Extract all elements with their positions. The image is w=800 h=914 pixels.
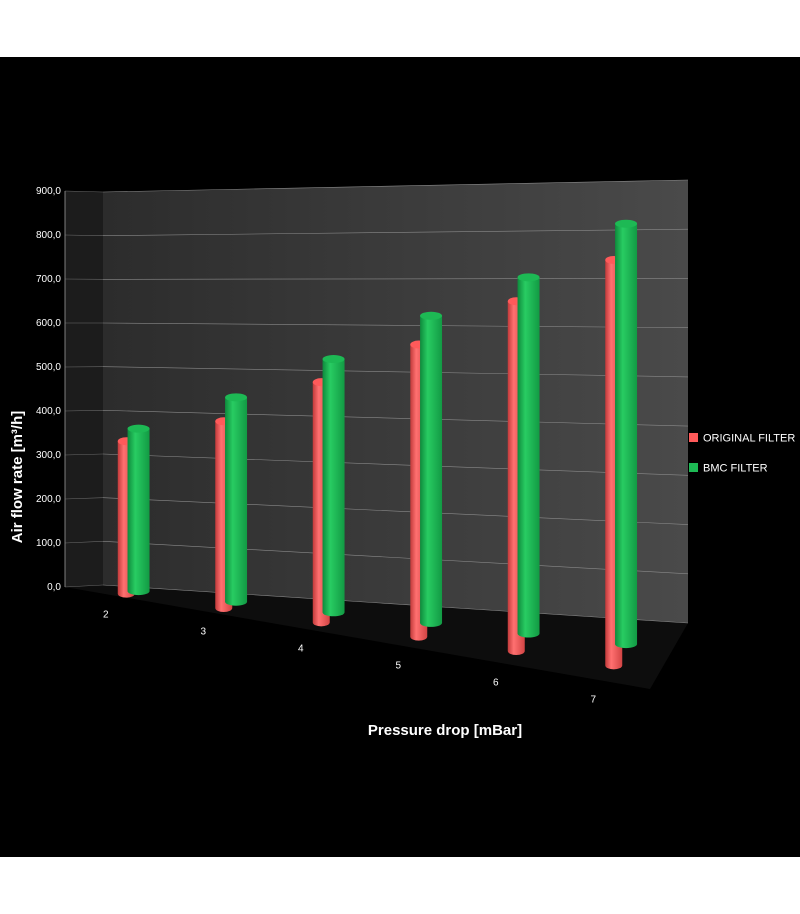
gridline: [102, 179, 689, 193]
bar-body: [225, 397, 248, 606]
x-tick-label: 5: [395, 661, 401, 672]
bar-top: [420, 311, 443, 320]
back-wall: [103, 180, 688, 623]
y-tick-label: 400,0: [36, 406, 61, 417]
legend: ORIGINAL FILTER BMC FILTER: [689, 433, 795, 475]
gridlines: [64, 179, 689, 624]
y-axis-title: Air flow rate [m³/h]: [9, 411, 26, 544]
side-wall: [65, 191, 103, 587]
y-tick-label: 700,0: [36, 274, 61, 285]
gridline: [102, 584, 689, 624]
bar-top: [615, 219, 638, 228]
legend-swatch: [689, 433, 698, 442]
y-tick-label: 900,0: [36, 186, 61, 197]
gridline-side: [64, 190, 104, 193]
gridline: [102, 541, 689, 575]
legend-label: BMC FILTER: [703, 463, 768, 475]
y-tick-label: 300,0: [36, 450, 61, 461]
bar-top: [322, 355, 345, 364]
bar-body: [517, 277, 540, 638]
legend-label: ORIGINAL FILTER: [703, 433, 795, 445]
bar-top: [127, 424, 150, 433]
gridline-side: [64, 453, 104, 456]
y-tick-label: 0,0: [47, 582, 61, 593]
gridline: [102, 278, 689, 280]
bar: [322, 355, 345, 617]
bar: [225, 393, 248, 606]
x-axis-ticks: 2 3 4 5 6 7: [103, 610, 597, 706]
bar: [127, 424, 150, 596]
gridline-side: [64, 234, 104, 236]
gridline: [102, 410, 689, 427]
bar-body: [322, 359, 345, 617]
gridline: [102, 366, 689, 378]
gridline-side: [64, 410, 104, 412]
gridline-side: [64, 584, 104, 588]
y-axis-ticks: 0,0 100,0 200,0 300,0 400,0 500,0 600,0 700,0 80…: [36, 186, 61, 593]
x-tick-label: 7: [590, 695, 596, 706]
gridline: [102, 453, 689, 476]
x-tick-label: 2: [103, 610, 109, 621]
bar-body: [420, 315, 443, 627]
bar-body: [615, 223, 638, 649]
bar: [615, 219, 638, 649]
x-tick-label: 6: [493, 678, 499, 689]
gridline-side: [64, 497, 104, 500]
x-tick-label: 3: [200, 627, 206, 638]
bar: [420, 311, 443, 627]
chart-panel: 0,0 100,0 200,0 300,0 400,0 500,0 600,0 700,0 80…: [0, 57, 800, 857]
y-tick-label: 100,0: [36, 538, 61, 549]
y-tick-label: 800,0: [36, 230, 61, 241]
y-tick-label: 200,0: [36, 494, 61, 505]
gridline: [102, 228, 689, 236]
legend-swatch: [689, 463, 698, 472]
bar-top: [517, 273, 540, 282]
bars: [117, 219, 638, 670]
gridline: [102, 322, 689, 328]
gridline-side: [64, 541, 104, 544]
y-tick-label: 600,0: [36, 318, 61, 329]
y-tick-label: 500,0: [36, 362, 61, 373]
bar: [517, 273, 540, 638]
chart-walls: [65, 180, 688, 689]
bar-top: [225, 393, 248, 402]
x-axis-title: Pressure drop [mBar]: [368, 722, 522, 739]
bar-body: [127, 428, 150, 596]
gridline: [102, 497, 689, 525]
bar-chart: 0,0 100,0 200,0 300,0 400,0 500,0 600,0 700,0 80…: [9, 179, 795, 739]
x-tick-label: 4: [298, 644, 304, 655]
